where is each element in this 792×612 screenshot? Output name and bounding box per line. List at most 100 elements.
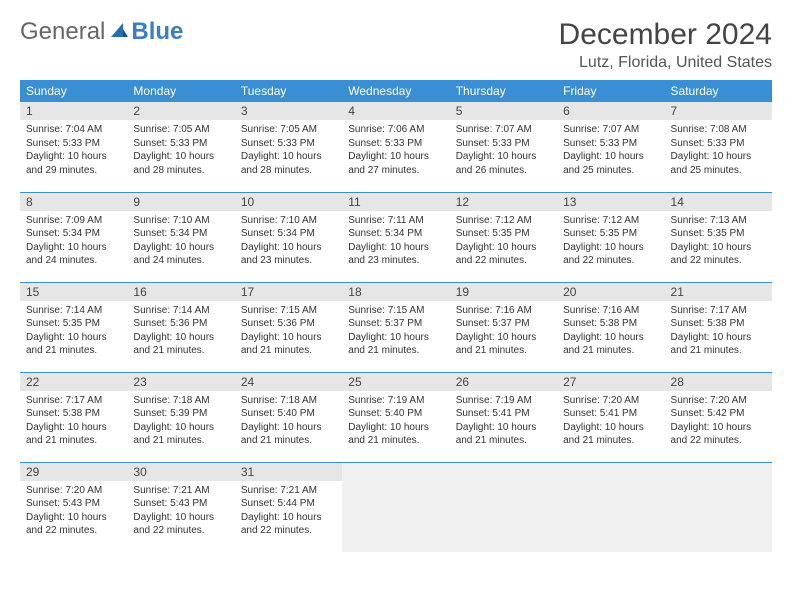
day-number: 27	[557, 373, 664, 391]
day-number: 30	[127, 463, 234, 481]
day-number: 7	[665, 102, 772, 120]
day-number: 10	[235, 193, 342, 211]
day-number: 29	[20, 463, 127, 481]
day-number: 9	[127, 193, 234, 211]
day-info: Sunrise: 7:20 AMSunset: 5:43 PMDaylight:…	[20, 481, 127, 541]
day-header: Friday	[557, 80, 664, 102]
day-info: Sunrise: 7:08 AMSunset: 5:33 PMDaylight:…	[665, 120, 772, 180]
title-block: December 2024 Lutz, Florida, United Stat…	[559, 18, 772, 72]
header: General Blue December 2024 Lutz, Florida…	[20, 18, 772, 72]
calendar-cell: 29Sunrise: 7:20 AMSunset: 5:43 PMDayligh…	[20, 462, 127, 552]
day-info: Sunrise: 7:21 AMSunset: 5:43 PMDaylight:…	[127, 481, 234, 541]
calendar-cell: 5Sunrise: 7:07 AMSunset: 5:33 PMDaylight…	[450, 102, 557, 192]
day-header: Monday	[127, 80, 234, 102]
day-info: Sunrise: 7:16 AMSunset: 5:38 PMDaylight:…	[557, 301, 664, 361]
calendar-cell: 12Sunrise: 7:12 AMSunset: 5:35 PMDayligh…	[450, 192, 557, 282]
day-info: Sunrise: 7:20 AMSunset: 5:42 PMDaylight:…	[665, 391, 772, 451]
day-number: 12	[450, 193, 557, 211]
page-title: December 2024	[559, 18, 772, 52]
day-number: 17	[235, 283, 342, 301]
day-number: 1	[20, 102, 127, 120]
calendar-cell: 1Sunrise: 7:04 AMSunset: 5:33 PMDaylight…	[20, 102, 127, 192]
day-info: Sunrise: 7:15 AMSunset: 5:37 PMDaylight:…	[342, 301, 449, 361]
calendar-cell: 27Sunrise: 7:20 AMSunset: 5:41 PMDayligh…	[557, 372, 664, 462]
calendar-cell: 13Sunrise: 7:12 AMSunset: 5:35 PMDayligh…	[557, 192, 664, 282]
day-info: Sunrise: 7:19 AMSunset: 5:41 PMDaylight:…	[450, 391, 557, 451]
day-number: 22	[20, 373, 127, 391]
day-number: 16	[127, 283, 234, 301]
location: Lutz, Florida, United States	[559, 54, 772, 72]
calendar-table: SundayMondayTuesdayWednesdayThursdayFrid…	[20, 80, 772, 552]
calendar-cell: 21Sunrise: 7:17 AMSunset: 5:38 PMDayligh…	[665, 282, 772, 372]
day-number: 2	[127, 102, 234, 120]
calendar-cell: 19Sunrise: 7:16 AMSunset: 5:37 PMDayligh…	[450, 282, 557, 372]
calendar-cell: 8Sunrise: 7:09 AMSunset: 5:34 PMDaylight…	[20, 192, 127, 282]
day-info: Sunrise: 7:18 AMSunset: 5:40 PMDaylight:…	[235, 391, 342, 451]
calendar-cell: 17Sunrise: 7:15 AMSunset: 5:36 PMDayligh…	[235, 282, 342, 372]
logo: General Blue	[20, 18, 183, 46]
calendar-cell	[450, 462, 557, 552]
day-number: 13	[557, 193, 664, 211]
day-number: 15	[20, 283, 127, 301]
calendar-cell: 10Sunrise: 7:10 AMSunset: 5:34 PMDayligh…	[235, 192, 342, 282]
day-info: Sunrise: 7:10 AMSunset: 5:34 PMDaylight:…	[235, 211, 342, 271]
calendar-cell	[665, 462, 772, 552]
day-info: Sunrise: 7:07 AMSunset: 5:33 PMDaylight:…	[557, 120, 664, 180]
day-header: Saturday	[665, 80, 772, 102]
day-number: 3	[235, 102, 342, 120]
day-info: Sunrise: 7:17 AMSunset: 5:38 PMDaylight:…	[20, 391, 127, 451]
day-number: 11	[342, 193, 449, 211]
calendar-cell: 7Sunrise: 7:08 AMSunset: 5:33 PMDaylight…	[665, 102, 772, 192]
calendar-cell: 15Sunrise: 7:14 AMSunset: 5:35 PMDayligh…	[20, 282, 127, 372]
calendar-cell: 31Sunrise: 7:21 AMSunset: 5:44 PMDayligh…	[235, 462, 342, 552]
day-info: Sunrise: 7:06 AMSunset: 5:33 PMDaylight:…	[342, 120, 449, 180]
calendar-cell: 25Sunrise: 7:19 AMSunset: 5:40 PMDayligh…	[342, 372, 449, 462]
day-number: 18	[342, 283, 449, 301]
calendar-cell: 14Sunrise: 7:13 AMSunset: 5:35 PMDayligh…	[665, 192, 772, 282]
day-number: 31	[235, 463, 342, 481]
day-number: 6	[557, 102, 664, 120]
calendar-cell: 30Sunrise: 7:21 AMSunset: 5:43 PMDayligh…	[127, 462, 234, 552]
day-info: Sunrise: 7:11 AMSunset: 5:34 PMDaylight:…	[342, 211, 449, 271]
calendar-cell: 26Sunrise: 7:19 AMSunset: 5:41 PMDayligh…	[450, 372, 557, 462]
calendar-cell: 20Sunrise: 7:16 AMSunset: 5:38 PMDayligh…	[557, 282, 664, 372]
calendar-cell: 4Sunrise: 7:06 AMSunset: 5:33 PMDaylight…	[342, 102, 449, 192]
day-number: 25	[342, 373, 449, 391]
day-info: Sunrise: 7:20 AMSunset: 5:41 PMDaylight:…	[557, 391, 664, 451]
calendar-cell	[557, 462, 664, 552]
day-info: Sunrise: 7:04 AMSunset: 5:33 PMDaylight:…	[20, 120, 127, 180]
day-info: Sunrise: 7:16 AMSunset: 5:37 PMDaylight:…	[450, 301, 557, 361]
day-info: Sunrise: 7:12 AMSunset: 5:35 PMDaylight:…	[557, 211, 664, 271]
day-number: 21	[665, 283, 772, 301]
calendar-cell	[342, 462, 449, 552]
day-info: Sunrise: 7:07 AMSunset: 5:33 PMDaylight:…	[450, 120, 557, 180]
logo-sail-icon	[109, 21, 129, 39]
day-number: 14	[665, 193, 772, 211]
day-number: 19	[450, 283, 557, 301]
day-info: Sunrise: 7:17 AMSunset: 5:38 PMDaylight:…	[665, 301, 772, 361]
day-header: Wednesday	[342, 80, 449, 102]
day-info: Sunrise: 7:15 AMSunset: 5:36 PMDaylight:…	[235, 301, 342, 361]
calendar-cell: 24Sunrise: 7:18 AMSunset: 5:40 PMDayligh…	[235, 372, 342, 462]
logo-text-1: General	[20, 18, 105, 46]
day-header: Tuesday	[235, 80, 342, 102]
day-info: Sunrise: 7:14 AMSunset: 5:35 PMDaylight:…	[20, 301, 127, 361]
day-info: Sunrise: 7:05 AMSunset: 5:33 PMDaylight:…	[235, 120, 342, 180]
calendar-cell: 9Sunrise: 7:10 AMSunset: 5:34 PMDaylight…	[127, 192, 234, 282]
day-number: 20	[557, 283, 664, 301]
calendar-cell: 22Sunrise: 7:17 AMSunset: 5:38 PMDayligh…	[20, 372, 127, 462]
day-info: Sunrise: 7:19 AMSunset: 5:40 PMDaylight:…	[342, 391, 449, 451]
day-number: 28	[665, 373, 772, 391]
day-number: 5	[450, 102, 557, 120]
calendar-cell: 6Sunrise: 7:07 AMSunset: 5:33 PMDaylight…	[557, 102, 664, 192]
day-info: Sunrise: 7:18 AMSunset: 5:39 PMDaylight:…	[127, 391, 234, 451]
day-number: 4	[342, 102, 449, 120]
day-number: 23	[127, 373, 234, 391]
day-number: 8	[20, 193, 127, 211]
calendar-cell: 11Sunrise: 7:11 AMSunset: 5:34 PMDayligh…	[342, 192, 449, 282]
day-info: Sunrise: 7:10 AMSunset: 5:34 PMDaylight:…	[127, 211, 234, 271]
calendar-cell: 2Sunrise: 7:05 AMSunset: 5:33 PMDaylight…	[127, 102, 234, 192]
day-info: Sunrise: 7:14 AMSunset: 5:36 PMDaylight:…	[127, 301, 234, 361]
day-info: Sunrise: 7:21 AMSunset: 5:44 PMDaylight:…	[235, 481, 342, 541]
calendar-cell: 18Sunrise: 7:15 AMSunset: 5:37 PMDayligh…	[342, 282, 449, 372]
